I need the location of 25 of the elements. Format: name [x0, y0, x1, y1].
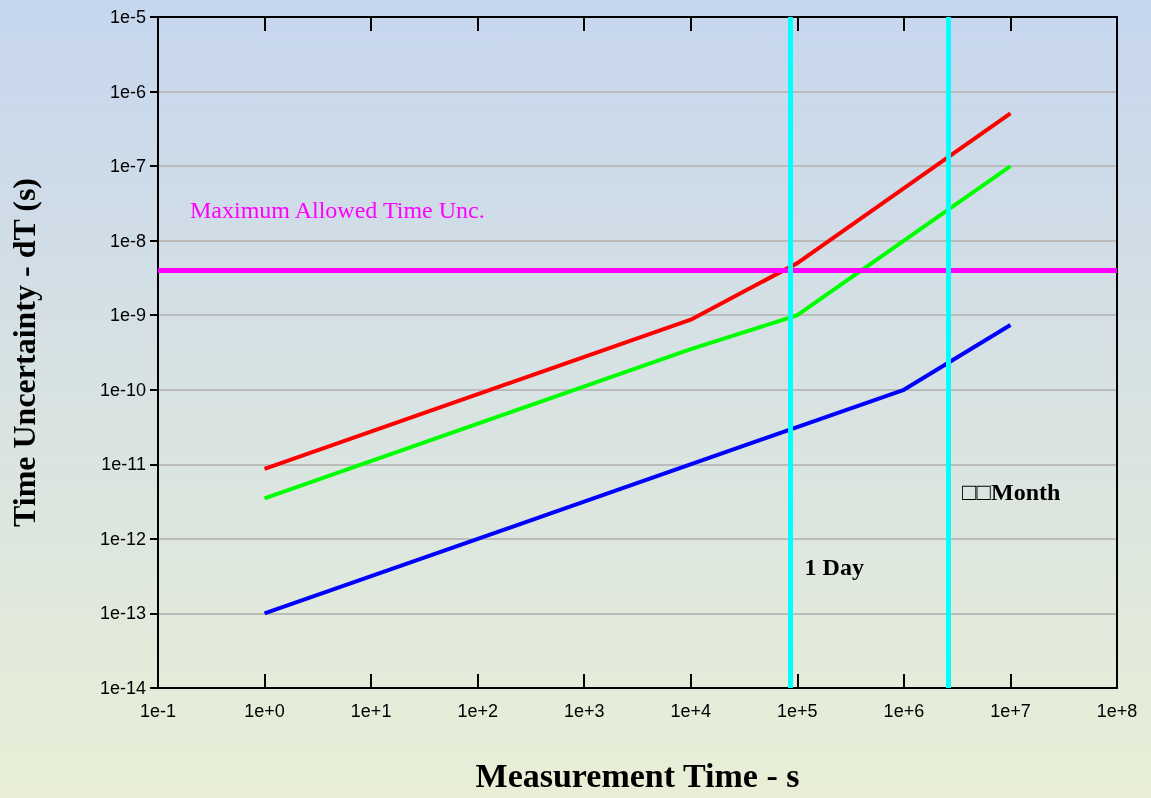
- y-tick-label: 1e-6: [109, 81, 146, 102]
- ref-line-label: □□Month: [962, 479, 1061, 505]
- y-tick-label: 1e-12: [99, 528, 146, 549]
- x-tick-label: 1e+8: [1096, 701, 1138, 721]
- x-tick-label: 1e+3: [563, 701, 605, 721]
- y-axis-title: Time Uncertainty - dT (s): [6, 177, 42, 528]
- y-tick-label: 1e-9: [109, 305, 146, 326]
- x-tick-label: 1e+0: [244, 701, 285, 721]
- y-tick-label: 1e-7: [109, 156, 146, 177]
- x-tick-label: 1e+2: [457, 701, 498, 721]
- x-tick-label: 1e+5: [777, 701, 818, 721]
- y-tick-label: 1e-10: [99, 379, 146, 400]
- x-tick-label: 1e-1: [139, 701, 177, 721]
- x-tick-label: 1e+4: [670, 701, 712, 721]
- y-tick-label: 1e-5: [109, 7, 146, 27]
- y-tick-label: 1e-13: [99, 603, 146, 624]
- x-tick-label: 1e+7: [990, 701, 1031, 721]
- y-tick-label: 1e-11: [101, 454, 146, 475]
- ref-line-label: Maximum Allowed Time Unc.: [190, 197, 485, 224]
- x-tick-label: 1e+1: [350, 701, 392, 721]
- y-tick-label: 1e-8: [109, 230, 146, 251]
- ref-line-label: 1 Day: [804, 554, 864, 580]
- y-tick-label: 1e-14: [99, 678, 146, 698]
- x-tick-label: 1e+6: [883, 701, 925, 721]
- x-axis-title: Measurement Time - s: [475, 756, 800, 794]
